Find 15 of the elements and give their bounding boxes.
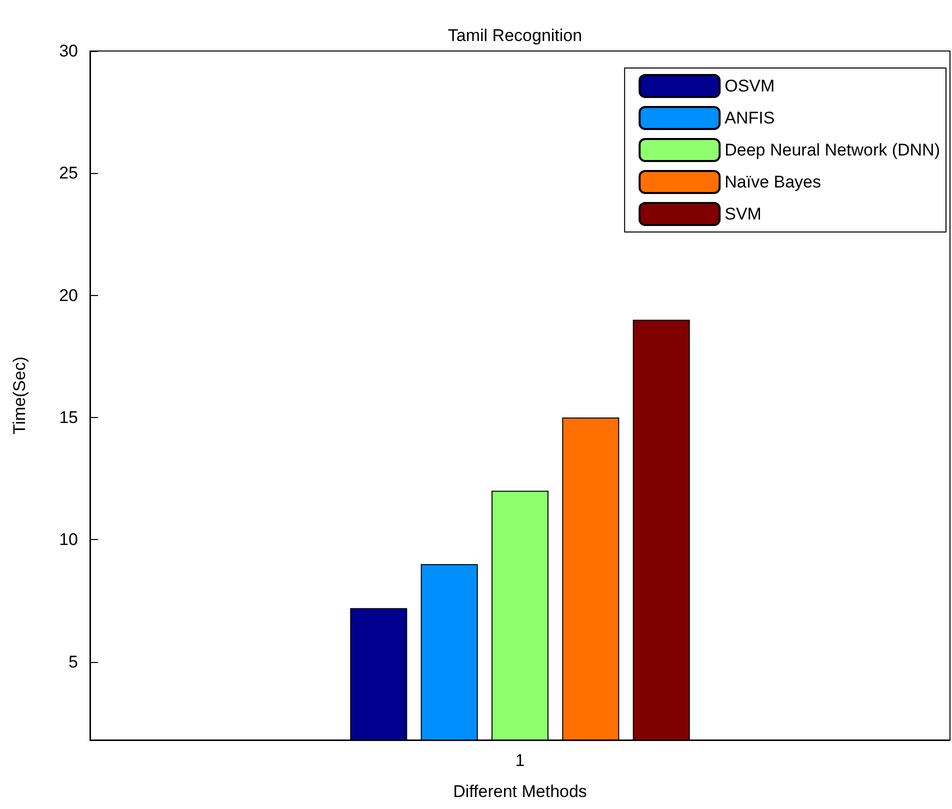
- legend-label: Deep Neural Network (DNN): [724, 140, 940, 160]
- x-axis-title: Different Methods: [453, 782, 587, 801]
- y-axis-title: Time(Sec): [10, 356, 29, 434]
- y-tick-label: 15: [59, 408, 78, 427]
- y-tick-label: 25: [59, 164, 78, 183]
- y-tick-label: 5: [68, 652, 78, 672]
- legend-label: ANFIS: [724, 108, 775, 128]
- legend-label: OSVM: [724, 76, 775, 96]
- chart-title: Tamil Recognition: [448, 26, 582, 45]
- y-tick-label: 30: [59, 42, 78, 60]
- legend-label: SVM: [724, 204, 762, 224]
- x-tick-label: 1: [515, 751, 525, 770]
- legend-label: Naïve Bayes: [724, 172, 821, 192]
- y-tick-label: 10: [59, 530, 78, 550]
- y-tick-label: 20: [59, 286, 78, 305]
